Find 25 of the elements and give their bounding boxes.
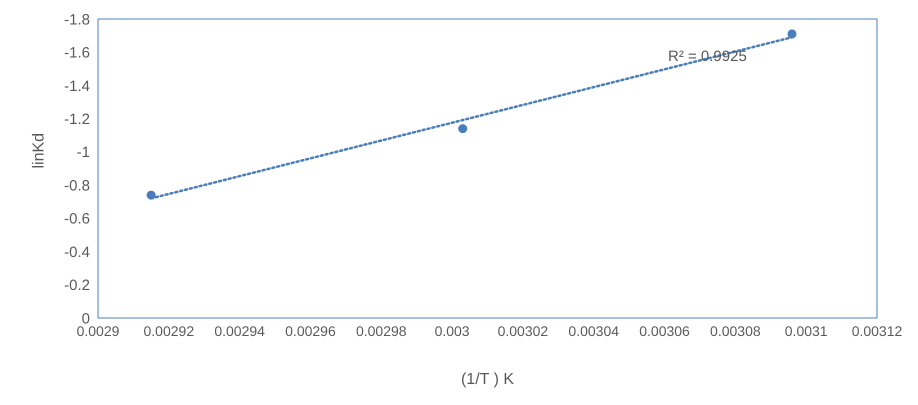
x-tick-label: 0.00294 bbox=[214, 322, 266, 339]
x-axis-title: (1/T ) K bbox=[460, 371, 514, 388]
y-tick-label: -0.6 bbox=[64, 210, 90, 228]
y-tick-label: -1.4 bbox=[64, 78, 90, 95]
x-tick-label: 0.00306 bbox=[639, 322, 690, 339]
y-tick-label: -1.6 bbox=[64, 44, 90, 62]
y-tick-label: -1.2 bbox=[64, 110, 90, 128]
y-tick-label: -0.4 bbox=[64, 244, 90, 261]
x-tick-label: 0.00308 bbox=[710, 322, 761, 339]
point bbox=[788, 29, 797, 38]
x-tick-label: 0.00312 bbox=[852, 322, 903, 339]
y-tick-label: -0.2 bbox=[64, 277, 90, 294]
y-tick-label: -0.8 bbox=[64, 177, 90, 194]
y-tick-label: -1.8 bbox=[64, 11, 90, 28]
point bbox=[458, 124, 468, 134]
point bbox=[146, 190, 156, 200]
y-tick-label: -1 bbox=[76, 144, 90, 162]
x-tick-label: 0.00292 bbox=[144, 322, 194, 339]
x-tick-label: 0.0031 bbox=[784, 322, 828, 339]
x-tick-label: 0.00296 bbox=[285, 322, 336, 339]
y-axis-title: linKd bbox=[30, 132, 48, 168]
x-tick-label: 0.003 bbox=[434, 322, 470, 339]
x-tick-label: 0.00298 bbox=[356, 322, 407, 339]
x-tick-label: 0.00304 bbox=[568, 322, 620, 339]
x-tick-label: 0.00302 bbox=[498, 322, 548, 339]
